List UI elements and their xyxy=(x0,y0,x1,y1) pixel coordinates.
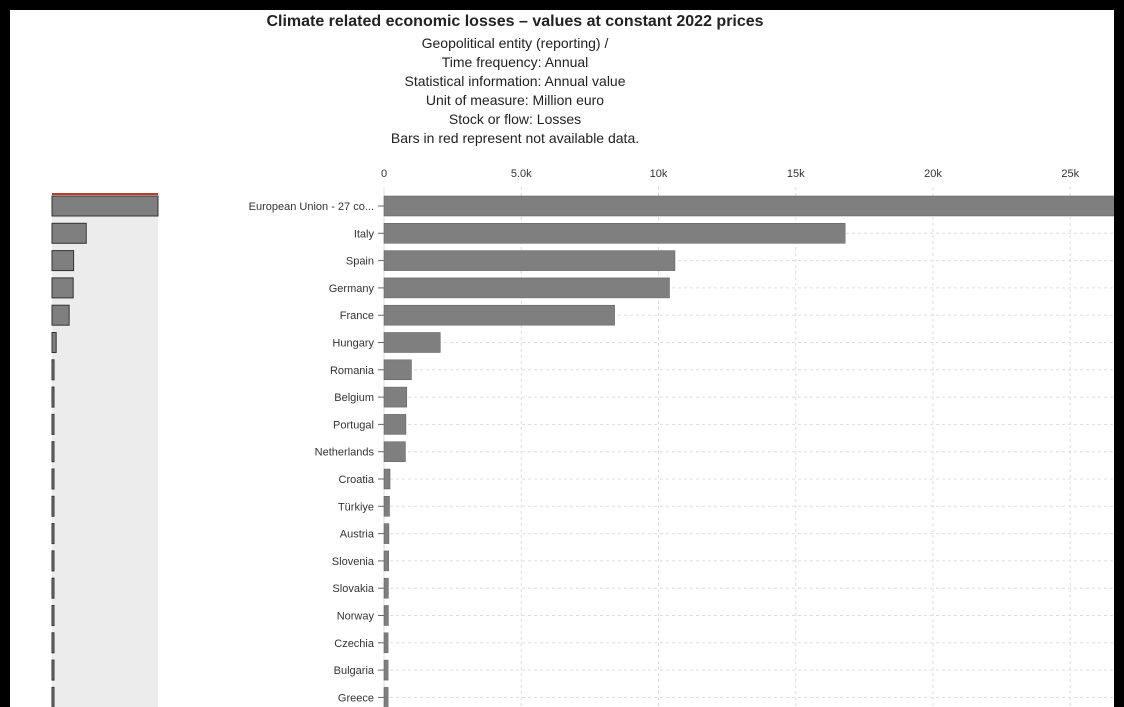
bar[interactable] xyxy=(383,441,406,462)
x-tick-label: 0 xyxy=(381,168,387,180)
overview-bar xyxy=(51,332,57,353)
overview-bar xyxy=(51,304,70,326)
x-axis: 05.0k10k15k20k25k30k35k40k45k50k xyxy=(381,168,1080,180)
category-label: Spain xyxy=(346,256,374,268)
bar[interactable] xyxy=(383,659,389,681)
overview-bar xyxy=(51,413,55,435)
overview-bar xyxy=(51,386,55,408)
bar[interactable] xyxy=(383,304,615,326)
chart-subtitle-line: Bars in red represent not available data… xyxy=(391,130,639,146)
category-label: Czechia xyxy=(334,638,375,650)
category-label: Türkiye xyxy=(338,501,374,513)
bar[interactable] xyxy=(383,468,391,490)
bar[interactable] xyxy=(383,359,412,381)
bar[interactable] xyxy=(383,550,389,572)
bar[interactable] xyxy=(383,277,670,299)
category-label: Greece xyxy=(338,692,374,704)
chart-subtitle-line: Geopolitical entity (reporting) / xyxy=(422,35,609,51)
bar[interactable] xyxy=(383,496,390,517)
y-axis: European Union - 27 co... Italy Spain Germa… xyxy=(249,201,384,704)
x-tick-label: 25k xyxy=(1061,168,1079,180)
overview-bar xyxy=(51,632,55,654)
overview-bar xyxy=(51,359,55,381)
category-label: Germany xyxy=(329,283,375,295)
x-tick-label: 15k xyxy=(787,168,805,180)
category-label: France xyxy=(340,310,374,322)
category-label: Norway xyxy=(337,611,375,623)
category-label: Slovakia xyxy=(332,583,374,595)
overview-bar xyxy=(51,277,74,299)
overview-bar xyxy=(51,250,75,272)
category-label: Italy xyxy=(354,228,375,240)
bar[interactable] xyxy=(383,386,408,408)
chart-subtitle-line: Statistical information: Annual value xyxy=(404,73,625,89)
overview-navigator[interactable] xyxy=(51,193,159,707)
category-label: Belgium xyxy=(334,392,374,404)
bar[interactable] xyxy=(383,223,846,244)
category-label: Slovenia xyxy=(332,556,375,568)
chart-title: Climate related economic losses – values… xyxy=(266,13,763,30)
bar[interactable] xyxy=(383,605,389,626)
overview-bar xyxy=(51,686,55,707)
overview-bar xyxy=(51,195,159,217)
bar[interactable] xyxy=(383,687,389,707)
overview-bar xyxy=(51,577,55,599)
category-label: Croatia xyxy=(339,474,375,486)
overview-bar xyxy=(51,222,87,244)
category-label: Austria xyxy=(340,529,375,541)
bar[interactable] xyxy=(383,632,389,654)
x-tick-label: 20k xyxy=(924,168,942,180)
x-tick-label: 10k xyxy=(650,168,668,180)
category-label: Bulgaria xyxy=(334,665,375,677)
overview-bar xyxy=(51,550,55,572)
overview-bar xyxy=(51,605,55,626)
x-tick-label: 5.0k xyxy=(511,168,532,180)
chart-titles: Climate related economic losses – values… xyxy=(266,13,763,146)
category-label: European Union - 27 co... xyxy=(249,201,374,213)
overview-bar xyxy=(51,468,55,490)
overview-bar xyxy=(51,495,55,517)
category-label: Hungary xyxy=(332,338,374,350)
overview-bar xyxy=(51,441,55,463)
bar[interactable] xyxy=(383,250,676,271)
bars xyxy=(383,195,1114,707)
chart-subtitle-line: Time frequency: Annual xyxy=(442,54,589,70)
category-label: Romania xyxy=(330,365,375,377)
category-label: Portugal xyxy=(333,419,374,431)
bar[interactable] xyxy=(383,332,441,353)
bar[interactable] xyxy=(383,414,407,435)
overview-bar xyxy=(51,523,55,545)
chart-subtitle-line: Unit of measure: Million euro xyxy=(426,92,604,108)
overview-bar xyxy=(51,659,55,681)
bar[interactable] xyxy=(383,195,1114,217)
bar[interactable] xyxy=(383,523,390,544)
category-label: Netherlands xyxy=(315,447,375,459)
chart-subtitle-line: Stock or flow: Losses xyxy=(449,111,581,127)
bar[interactable] xyxy=(383,577,389,599)
chart: Climate related economic losses – values… xyxy=(51,13,1114,707)
